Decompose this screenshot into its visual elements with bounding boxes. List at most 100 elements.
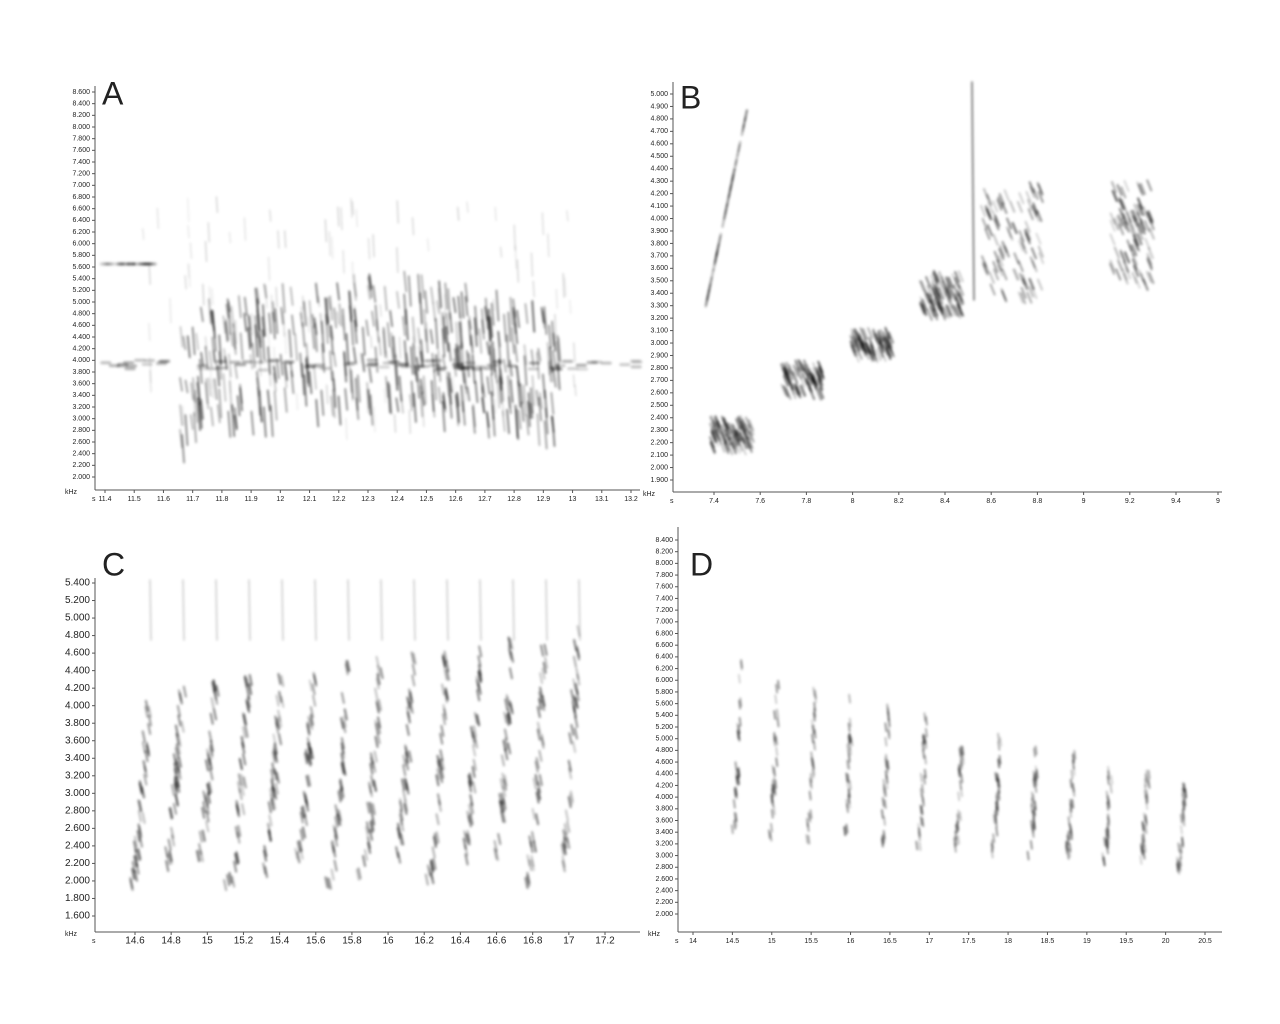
spectral-trace: [350, 197, 353, 218]
spectral-trace: [958, 284, 965, 297]
spectral-trace: [531, 375, 536, 407]
y-tick-label: 2.400: [72, 451, 90, 458]
spectral-trace: [1131, 253, 1138, 266]
spectral-trace: [224, 321, 229, 342]
x-tick-label: 13.1: [595, 496, 609, 503]
y-tick-label: 6.000: [72, 241, 90, 248]
spectral-trace: [920, 816, 923, 826]
spectral-trace: [235, 852, 240, 865]
spectral-trace: [566, 210, 569, 222]
x-tick-label: 8.2: [894, 498, 904, 505]
spectral-trace: [1123, 179, 1130, 192]
spectral-trace: [742, 426, 749, 439]
spectral-trace: [960, 773, 964, 784]
spectral-trace: [572, 374, 575, 388]
spectral-trace: [849, 745, 852, 756]
spectral-trace: [481, 319, 485, 340]
spectral-trace: [258, 336, 262, 364]
spectral-trace: [996, 198, 1003, 211]
y-tick-label: 3.200: [650, 315, 668, 322]
spectral-trace: [473, 317, 478, 347]
spectral-trace: [148, 265, 151, 285]
spectral-trace: [230, 332, 234, 347]
spectral-trace: [1018, 192, 1025, 205]
spectral-trace: [206, 791, 211, 804]
spectral-trace: [1020, 286, 1027, 299]
spectral-trace: [272, 797, 277, 810]
spectral-trace: [507, 708, 512, 721]
spectral-trace: [239, 387, 243, 412]
x-tick-label: 16.2: [414, 936, 434, 947]
y-tick-label: 3.000: [655, 852, 673, 859]
spectral-trace: [439, 749, 444, 762]
spectral-trace: [174, 724, 179, 737]
spectral-trace: [867, 327, 874, 340]
x-tick-label: 12: [276, 496, 284, 503]
spectral-trace: [486, 412, 490, 439]
spectral-trace: [445, 668, 450, 681]
spectral-trace: [883, 816, 886, 826]
spectral-trace: [204, 336, 207, 350]
spectral-trace: [244, 296, 248, 316]
spectral-trace: [355, 868, 360, 881]
spectral-trace: [981, 217, 988, 230]
spectral-trace: [337, 790, 342, 803]
panel-label: C: [102, 546, 125, 582]
spectral-trace: [1069, 802, 1073, 813]
spectral-trace: [780, 363, 787, 376]
spectral-trace: [879, 329, 886, 342]
spectral-trace: [737, 731, 741, 742]
x-tick-label: 7.4: [709, 498, 719, 505]
spectral-trace: [265, 284, 268, 309]
spectral-trace: [509, 702, 514, 715]
x-tick-label: 16.5: [883, 938, 897, 945]
spectral-trace: [532, 280, 535, 298]
spectral-trace: [806, 381, 813, 394]
x-tick-label: 7.8: [802, 498, 812, 505]
spectral-trace: [459, 312, 462, 333]
spectral-trace: [133, 840, 138, 853]
spectral-trace: [986, 193, 993, 206]
spectral-trace: [859, 327, 866, 340]
spectral-trace: [1027, 208, 1034, 221]
spectral-trace: [404, 746, 409, 759]
spectral-trace: [925, 276, 932, 289]
spectral-trace: [176, 742, 181, 755]
spectral-trace: [201, 829, 206, 842]
y-tick-label: 8.400: [72, 101, 90, 108]
y-unit: kHz: [65, 931, 78, 938]
spectral-trace: [882, 337, 889, 350]
spectral-trace: [445, 312, 450, 335]
spectral-trace: [365, 826, 370, 839]
spectral-trace: [773, 710, 776, 720]
spectral-trace: [299, 811, 304, 824]
spectral-trace: [1180, 813, 1183, 824]
spectral-trace: [509, 359, 513, 377]
spectral-trace: [1109, 212, 1116, 225]
spectral-trace: [1136, 221, 1143, 234]
spectral-trace: [884, 758, 888, 769]
spectral-trace: [573, 727, 578, 740]
spectral-trace: [497, 833, 502, 846]
spectral-trace: [541, 698, 546, 711]
spectral-trace: [1033, 747, 1036, 758]
y-tick-label: 3.800: [650, 240, 668, 247]
spectral-trace: [737, 766, 741, 777]
spectral-trace: [296, 851, 301, 864]
spectral-trace: [273, 768, 278, 781]
spectral-trace: [960, 745, 964, 755]
spectral-trace: [1066, 850, 1070, 860]
spectral-trace: [477, 682, 482, 695]
x-tick-label: 12.5: [420, 496, 434, 503]
spectral-trace: [812, 686, 816, 697]
spectral-trace: [569, 299, 572, 314]
spectral-trace: [427, 864, 432, 877]
spectral-trace: [284, 230, 287, 249]
spectral-trace: [1106, 795, 1110, 805]
spectral-trace: [939, 306, 946, 319]
spectral-trace: [190, 414, 194, 430]
spectral-trace: [736, 143, 741, 156]
spectral-trace: [995, 795, 999, 805]
spectral-trace: [818, 365, 825, 378]
spectral-trace: [303, 301, 307, 327]
